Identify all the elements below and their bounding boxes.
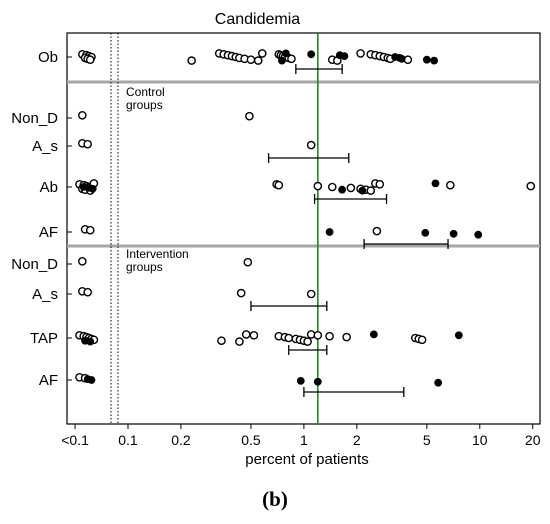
x-tick-label: 5: [423, 432, 431, 448]
row-label: TAP: [30, 330, 58, 347]
data-point-filled: [397, 54, 406, 63]
data-point-open: [313, 181, 323, 191]
data-point-filled: [369, 330, 378, 339]
group-label: Control: [126, 85, 165, 99]
data-point-open: [274, 180, 284, 190]
row-label: A_s: [32, 286, 58, 303]
data-point-filled: [454, 331, 463, 340]
data-point-filled: [307, 50, 316, 59]
data-point-open: [78, 256, 87, 266]
data-point-open: [366, 186, 376, 195]
data-point-open: [287, 54, 296, 64]
data-point-open: [375, 179, 385, 189]
data-point-open: [417, 335, 427, 345]
data-point-filled: [87, 376, 96, 384]
data-point-open: [356, 49, 365, 58]
x-tick-label: 10: [472, 432, 488, 448]
data-point-open: [306, 289, 316, 299]
data-point-filled: [338, 185, 347, 194]
data-point-open: [246, 55, 256, 65]
data-point-open: [217, 336, 226, 346]
data-point-filled: [430, 56, 439, 65]
row-label: Non_D: [11, 256, 58, 273]
data-point-open: [83, 139, 92, 149]
data-point-open: [241, 330, 251, 339]
row-label: AF: [39, 224, 58, 241]
data-point-open: [243, 257, 253, 267]
data-point-filled: [421, 229, 430, 237]
data-point-filled: [278, 56, 286, 65]
chart: Candidemia <0.1 0.1 0.2 0.5 1 2 5 10 20 percent of…: [11, 11, 541, 468]
data-point-open: [327, 182, 337, 192]
chart-title: Candidemia: [215, 11, 300, 28]
data-point-filled: [449, 229, 458, 238]
data-point-open: [284, 333, 294, 343]
data-point-filled: [296, 377, 305, 385]
data-point-filled: [86, 337, 95, 346]
data-point-open: [245, 111, 254, 121]
data-point-filled: [88, 184, 97, 193]
row-label: Ab: [40, 179, 58, 196]
data-point-open: [446, 180, 455, 190]
data-point-filled: [340, 52, 349, 60]
data-point-filled: [474, 230, 483, 239]
x-tick-label: <0.1: [61, 432, 89, 448]
x-tick-label: 2: [353, 432, 361, 448]
data-point-open: [83, 287, 92, 297]
data-point-open: [187, 56, 196, 65]
data-point-open: [372, 226, 382, 236]
x-tick-label: 0.2: [171, 432, 191, 448]
data-point-open: [253, 56, 263, 65]
row-label: Non_D: [11, 110, 58, 127]
panel-label: (b): [262, 487, 288, 511]
data-point-open: [313, 330, 323, 340]
group-label: Intervention: [126, 247, 189, 261]
data-point-filled: [313, 377, 322, 386]
data-point-filled: [431, 179, 440, 188]
data-point-open: [236, 288, 246, 298]
row-label: Ob: [38, 49, 58, 66]
data-point-filled: [325, 228, 334, 236]
data-point-filled: [434, 378, 443, 387]
x-tick-label: 0.5: [241, 432, 261, 448]
data-point-open: [85, 55, 95, 65]
data-point-filled: [358, 186, 367, 195]
x-axis-label: percent of patients: [245, 451, 368, 468]
data-point-open: [85, 225, 95, 235]
data-point-filled: [422, 55, 431, 64]
data-point-open: [235, 337, 244, 346]
data-point-open: [303, 337, 312, 346]
group-label: groups: [126, 260, 163, 274]
group-label: groups: [126, 98, 163, 112]
data-point-open: [249, 330, 259, 340]
row-label: AF: [39, 372, 58, 389]
data-point-open: [342, 332, 351, 342]
data-point-open: [257, 49, 267, 58]
data-point-open: [346, 183, 356, 193]
data-point-open: [306, 140, 316, 150]
row-label: A_s: [32, 138, 58, 155]
x-tick-label: 0.1: [118, 432, 138, 448]
x-tick-label: 20: [525, 432, 541, 448]
data-point-open: [78, 111, 87, 120]
data-point-open: [325, 331, 334, 341]
data-point-filled: [281, 49, 290, 58]
data-point-open: [526, 181, 536, 191]
x-tick-label: 1: [300, 432, 308, 448]
